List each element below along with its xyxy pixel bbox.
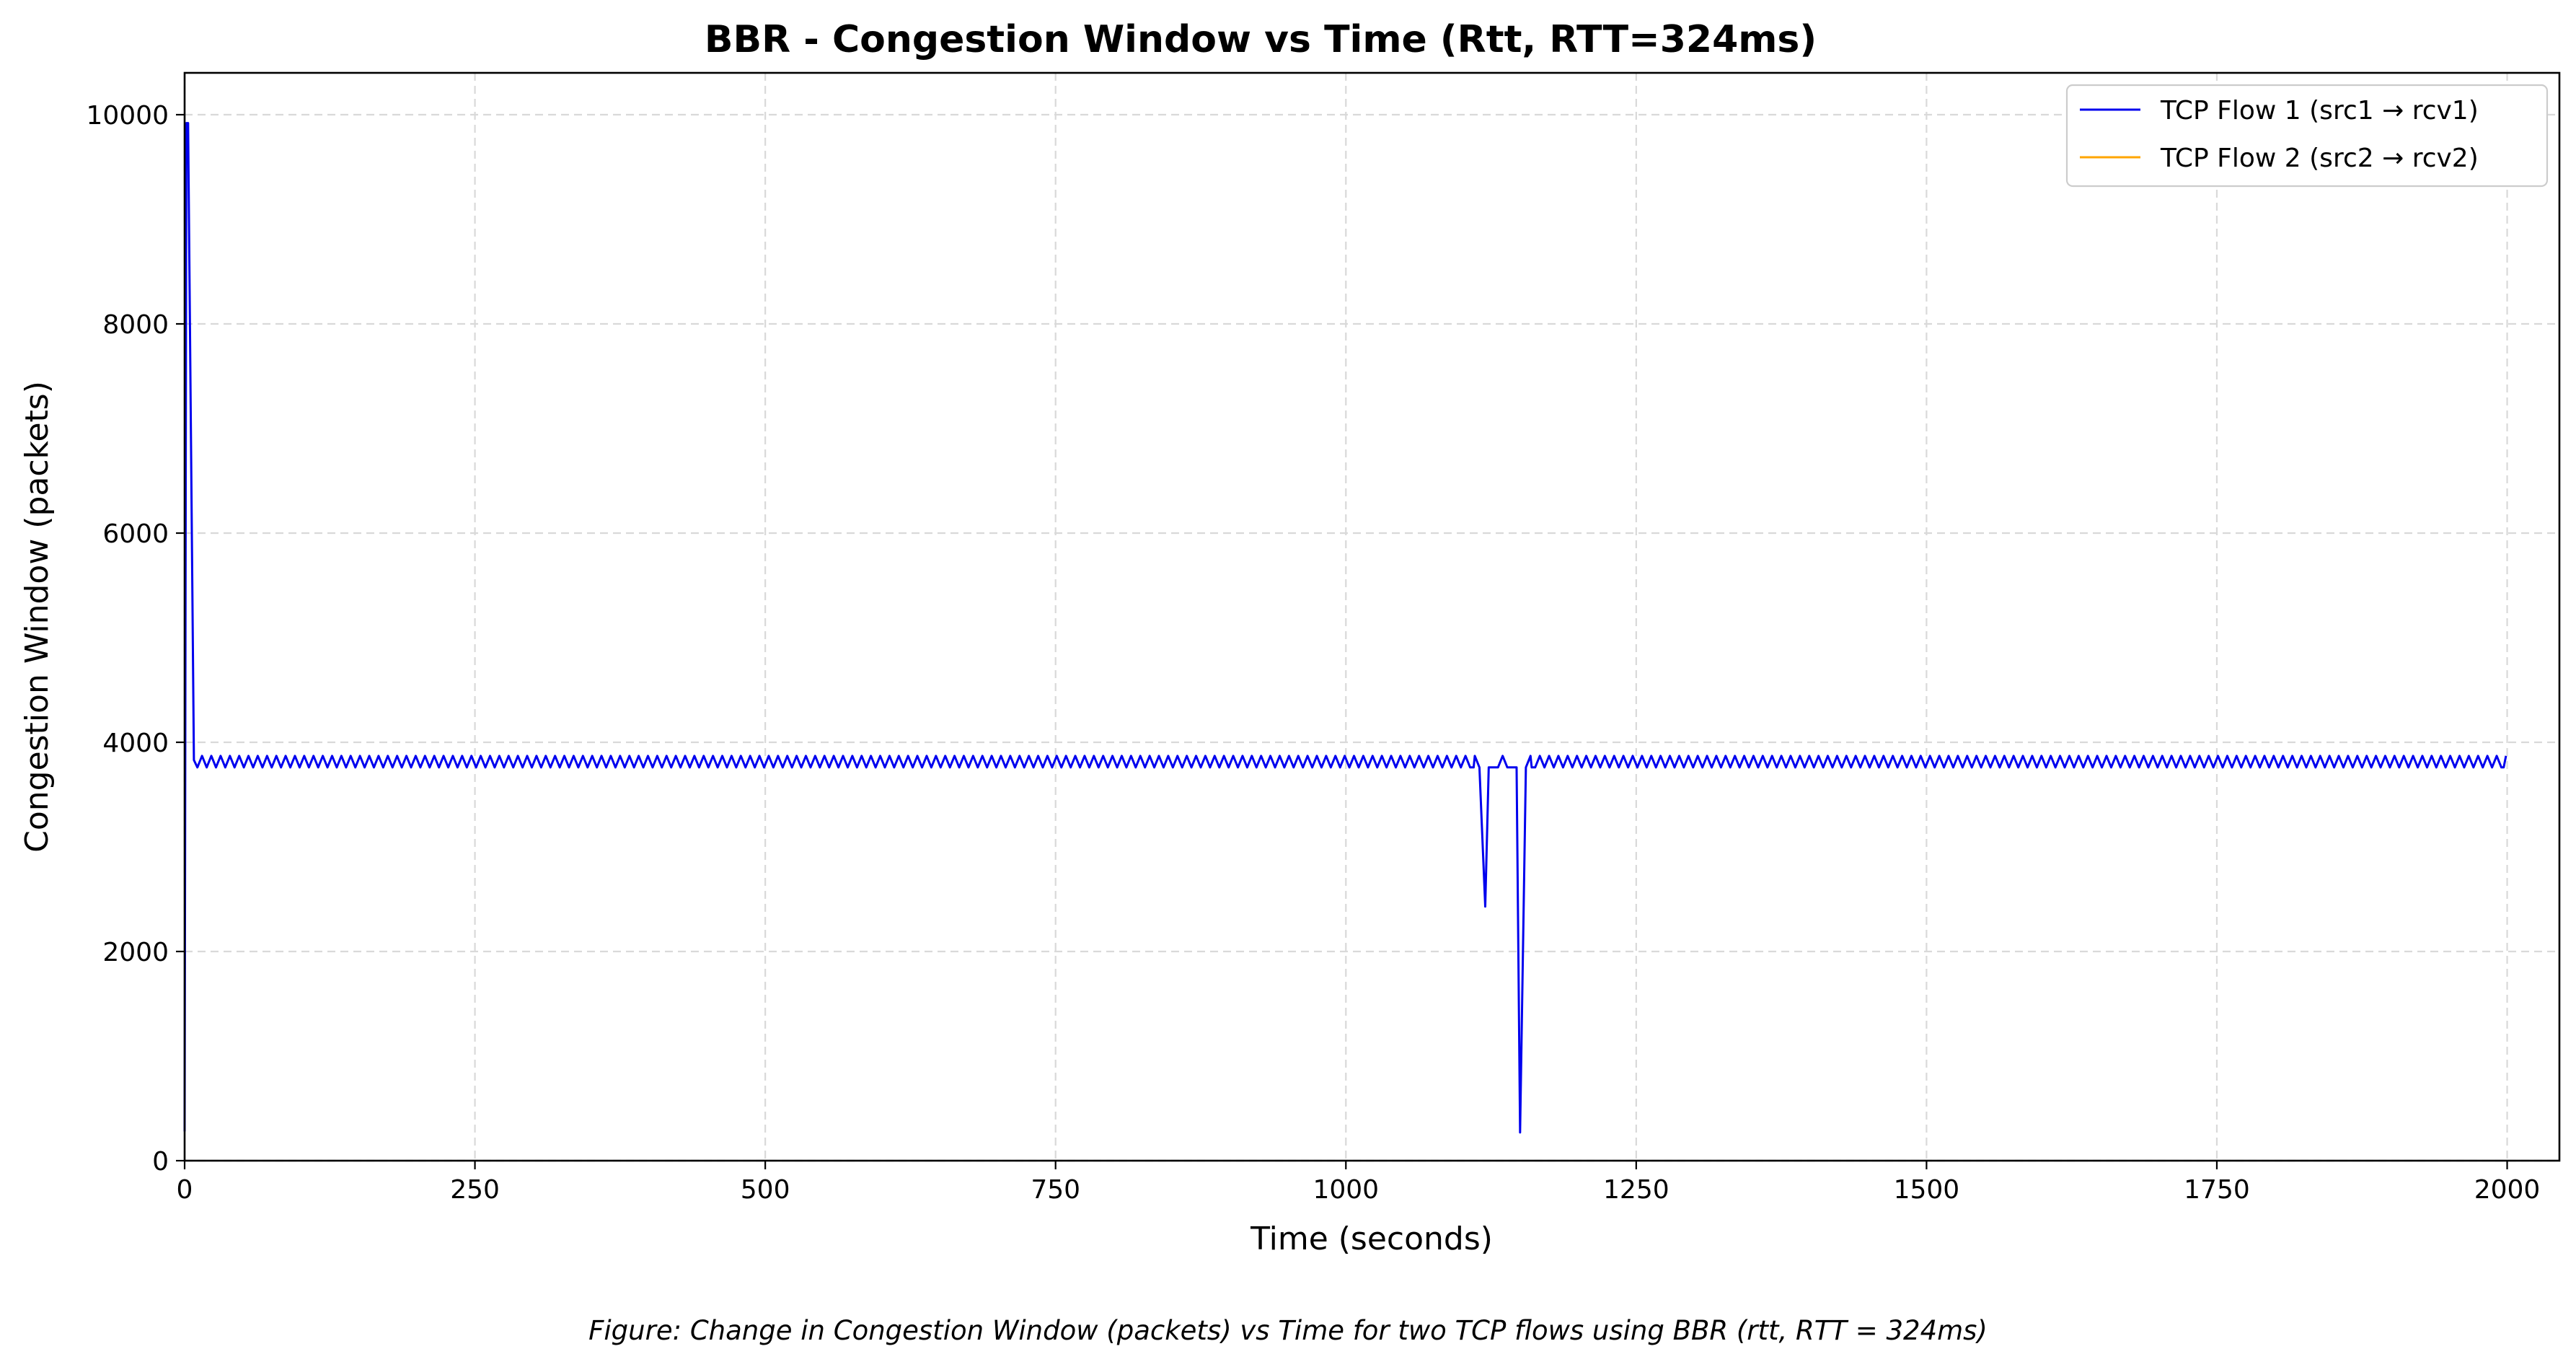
x-tick-label: 2000	[2474, 1175, 2541, 1205]
x-tick-label: 1500	[1894, 1175, 1960, 1205]
figure-caption: Figure: Change in Congestion Window (pac…	[588, 1315, 1988, 1346]
x-tick-label: 0	[177, 1175, 193, 1205]
x-tick-label: 1750	[2184, 1175, 2250, 1205]
series-line-flow-1	[183, 122, 2507, 1134]
x-axis: 0 250 500 750 1000 1250 1500 1750 2000	[177, 1161, 2541, 1205]
plot-frame	[183, 71, 2561, 1162]
y-tick-label: 2000	[102, 938, 169, 967]
x-axis-label: Time (seconds)	[1250, 1221, 1493, 1257]
x-tick-label: 750	[1031, 1175, 1080, 1205]
y-tick-label: 8000	[102, 310, 169, 340]
x-tick-label: 500	[741, 1175, 790, 1205]
legend-label-flow-1: TCP Flow 1 (src1 → rcv1)	[2160, 96, 2479, 126]
y-tick-label: 0	[152, 1147, 169, 1177]
y-axis-label: Congestion Window (packets)	[19, 381, 56, 853]
y-axis: 0 2000 4000 6000 8000 10000	[86, 101, 185, 1177]
legend-label-flow-2: TCP Flow 2 (src2 → rcv2)	[2160, 144, 2479, 173]
grid	[183, 73, 2559, 1162]
y-tick-label: 4000	[102, 729, 169, 758]
x-tick-label: 1000	[1313, 1175, 1379, 1205]
x-tick-label: 1250	[1603, 1175, 1669, 1205]
x-tick-label: 250	[450, 1175, 500, 1205]
chart-title: BBR - Congestion Window vs Time (Rtt, RT…	[705, 18, 1817, 61]
legend-box	[2065, 84, 2549, 188]
series-layer	[183, 122, 2507, 1134]
legend: TCP Flow 1 (src1 → rcv1) TCP Flow 2 (src…	[2065, 84, 2549, 188]
y-tick-label: 10000	[86, 101, 169, 131]
y-tick-label: 6000	[102, 519, 169, 549]
